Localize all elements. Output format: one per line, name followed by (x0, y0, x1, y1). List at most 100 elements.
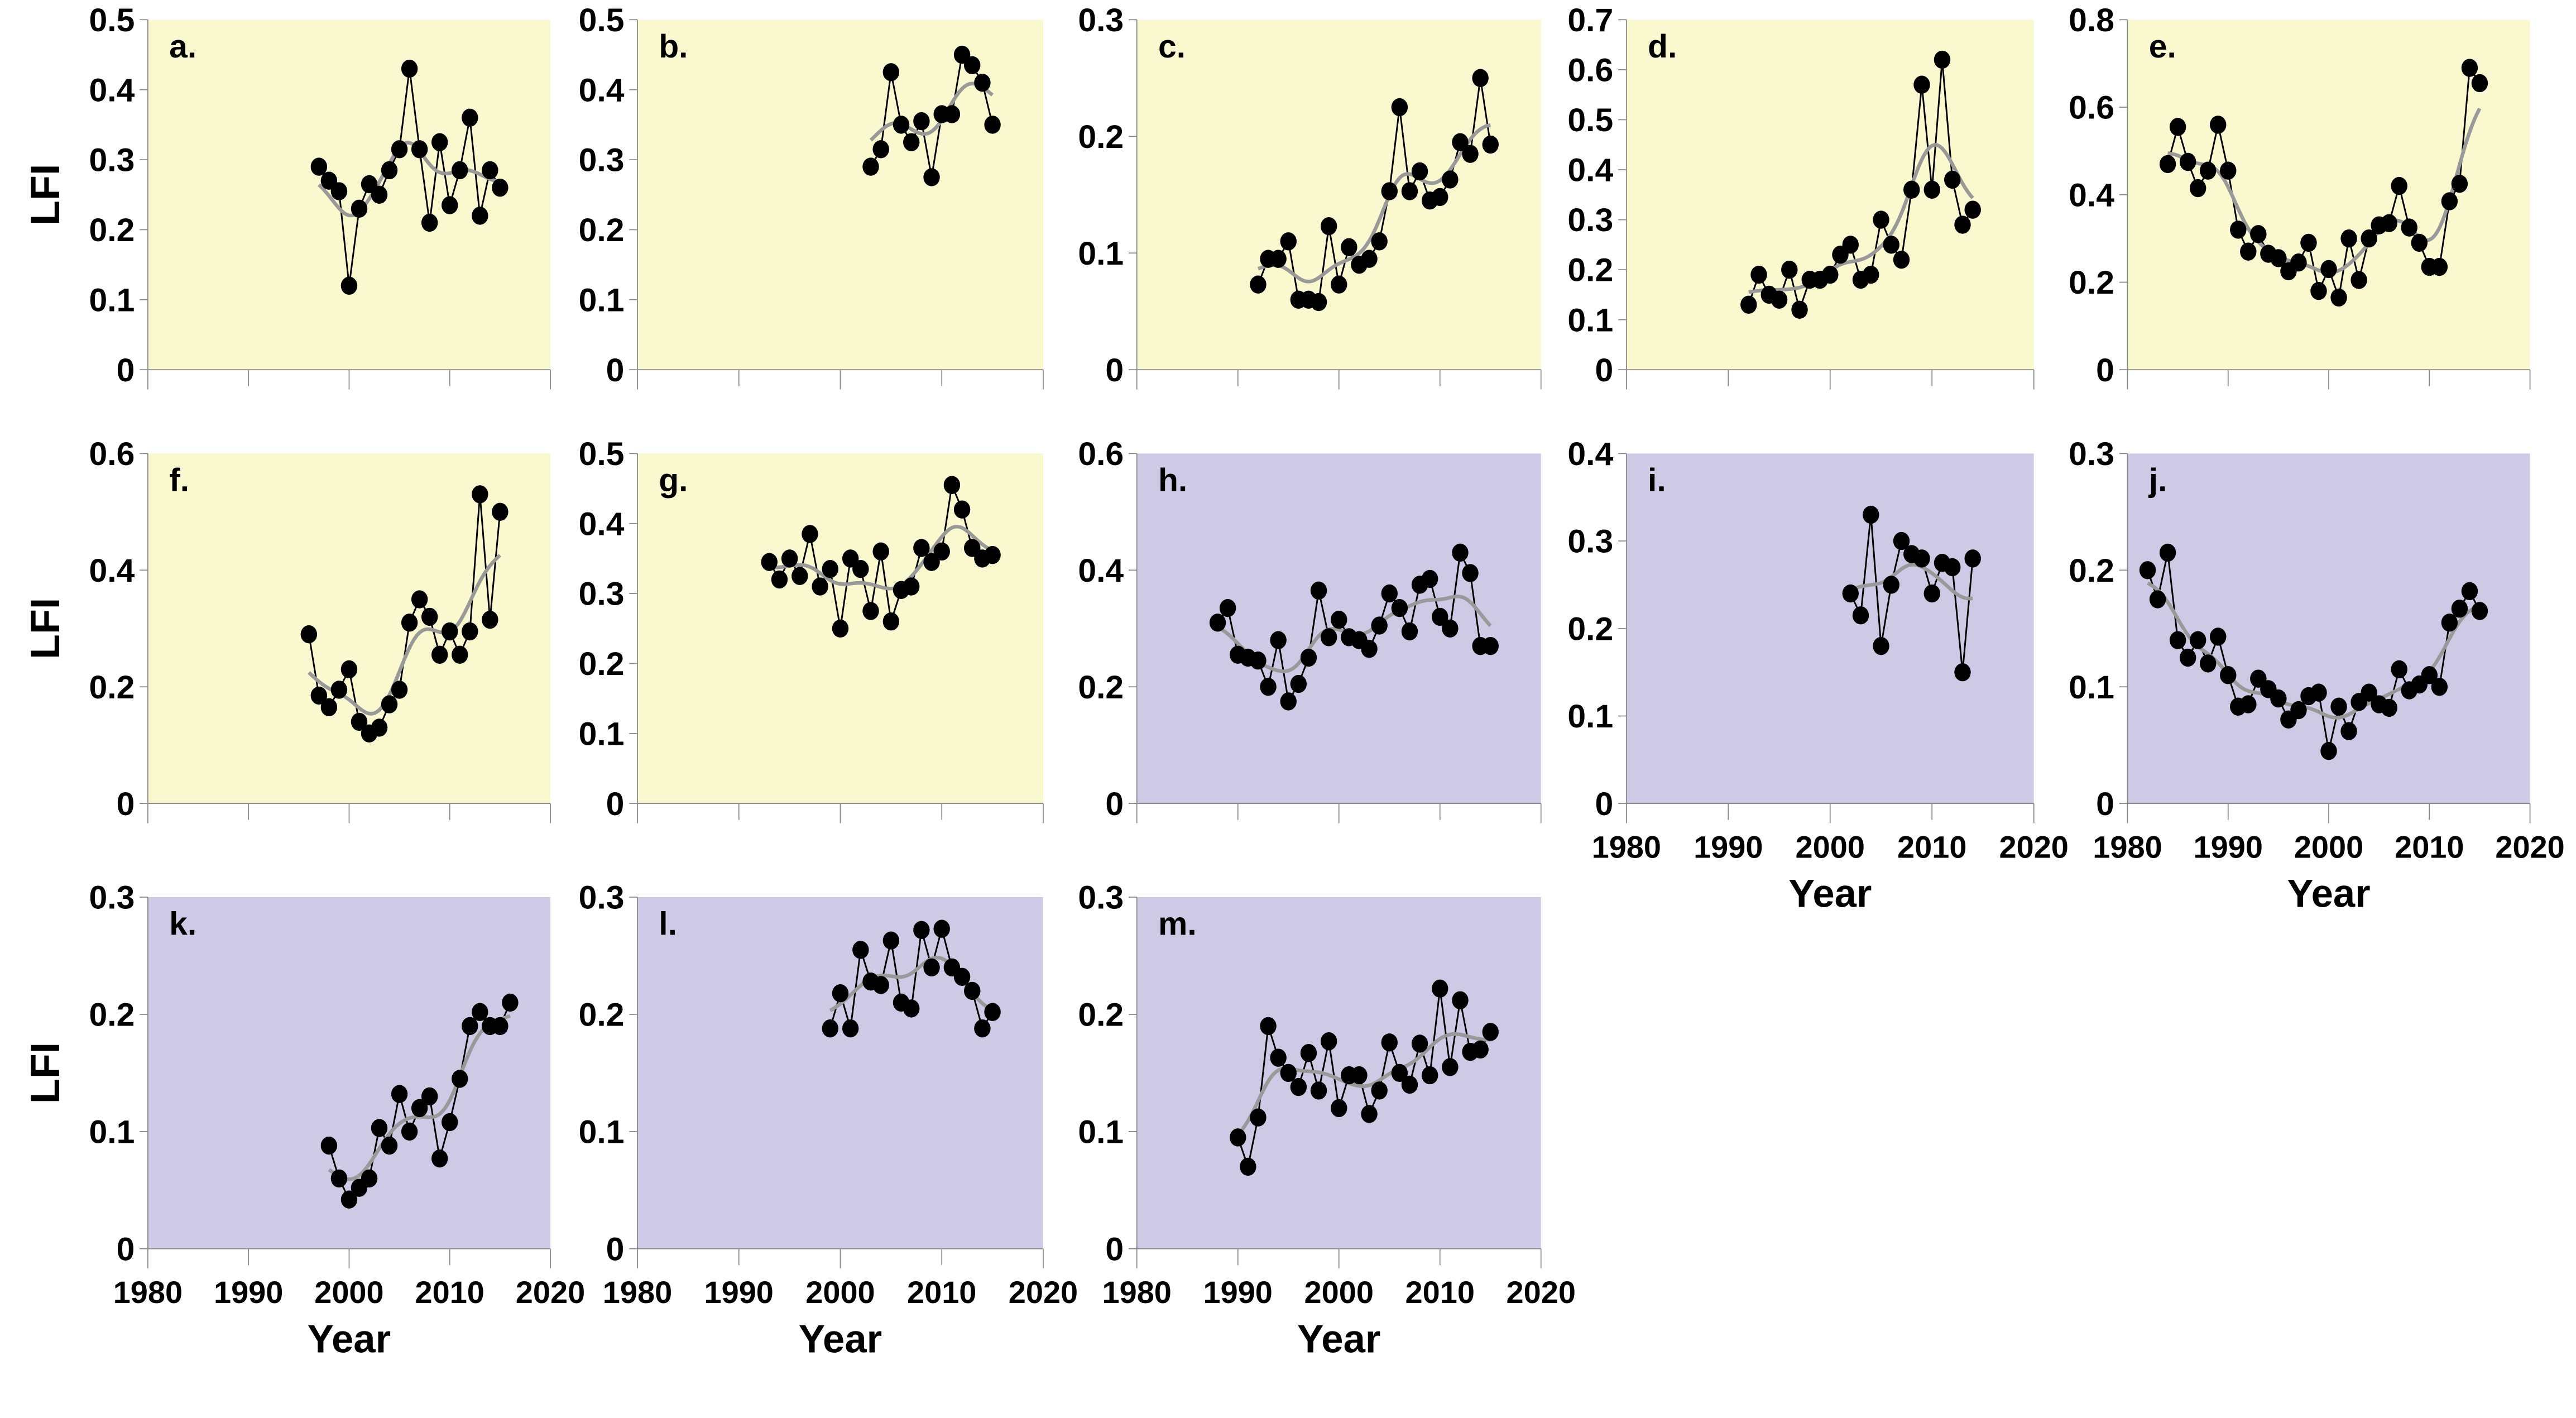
data-point (1260, 1017, 1277, 1036)
y-tick-label: 0.1 (1567, 698, 1613, 735)
y-axis-title: LFI (22, 164, 68, 226)
data-point (492, 179, 509, 197)
data-point (812, 577, 828, 596)
panel-label-h: h. (1158, 462, 1187, 499)
data-point (391, 681, 408, 699)
y-tick-label: 0.5 (579, 2, 625, 39)
y-tick-label: 0.6 (1567, 52, 1613, 88)
data-point (933, 542, 950, 561)
data-point (411, 590, 428, 609)
data-point (330, 681, 348, 699)
data-point (943, 476, 961, 494)
y-tick-label: 0 (117, 352, 135, 389)
panel-label-c: c. (1158, 28, 1186, 65)
data-point (1391, 599, 1408, 617)
data-point (2240, 695, 2257, 713)
data-point (1371, 232, 1388, 251)
data-point (822, 1019, 839, 1038)
data-point (2320, 742, 2337, 760)
data-point (452, 161, 468, 180)
data-point (964, 56, 981, 75)
data-point (2210, 627, 2227, 646)
data-point (1923, 180, 1940, 199)
y-tick-label: 0.4 (579, 506, 625, 542)
x-axis-title: Year (1297, 1316, 1380, 1360)
y-tick-label: 0.1 (1567, 302, 1613, 338)
y-tick-label: 0.4 (1567, 436, 1613, 472)
data-point (1442, 1058, 1459, 1076)
data-point (1873, 210, 1889, 229)
panel-label-e: e. (2149, 28, 2176, 65)
data-point (2441, 192, 2458, 210)
data-point (1462, 564, 1479, 582)
data-point (1391, 1064, 1408, 1082)
x-tick-label: 2000 (805, 1275, 875, 1310)
y-tick-label: 0.3 (89, 880, 135, 916)
data-point (984, 116, 1001, 134)
y-tick-label: 0.1 (1078, 236, 1124, 272)
data-point (1361, 640, 1378, 658)
data-point (351, 199, 368, 218)
data-point (2300, 233, 2317, 252)
data-point (1240, 1157, 1256, 1176)
data-point (2310, 683, 2327, 702)
y-tick-label: 0.1 (89, 1114, 135, 1151)
data-point (852, 560, 869, 578)
x-tick-label: 2020 (1999, 829, 2069, 864)
data-point (1320, 217, 1337, 236)
data-point (2240, 242, 2257, 261)
panel-label-d: d. (1648, 28, 1677, 65)
data-point (431, 1149, 448, 1168)
data-point (391, 1085, 408, 1103)
data-point (1432, 979, 1448, 998)
data-point (411, 1099, 428, 1118)
data-point (2179, 152, 2196, 171)
data-point (482, 161, 498, 180)
data-point (1740, 295, 1757, 314)
data-point (933, 919, 950, 938)
panel-b-background (637, 20, 1043, 370)
data-point (391, 140, 408, 159)
data-point (442, 622, 458, 641)
data-point (923, 958, 940, 977)
data-point (2159, 155, 2176, 174)
data-point (1391, 98, 1408, 117)
y-tick-label: 0 (1595, 352, 1614, 389)
data-point (1781, 260, 1798, 279)
y-axis-title: LFI (22, 1042, 68, 1104)
y-tick-label: 0.6 (1078, 436, 1124, 472)
data-point (2451, 600, 2468, 618)
data-point (421, 213, 438, 232)
y-tick-label: 0.1 (1078, 1114, 1124, 1151)
x-tick-label: 2000 (2294, 829, 2363, 864)
data-point (1230, 1128, 1246, 1147)
y-tick-label: 0.3 (579, 142, 625, 179)
data-point (882, 612, 900, 631)
data-point (1280, 1064, 1297, 1082)
y-tick-label: 0.4 (1078, 553, 1124, 589)
y-tick-label: 0.6 (89, 436, 135, 472)
y-tick-label: 0 (1105, 786, 1124, 822)
data-point (1371, 616, 1388, 635)
data-point (2290, 701, 2307, 720)
data-point (893, 116, 910, 134)
x-tick-label: 1980 (1102, 1275, 1172, 1310)
panel-label-k: k. (169, 906, 196, 942)
data-point (472, 1003, 488, 1021)
data-point (1300, 648, 1317, 667)
data-point (872, 976, 889, 994)
x-tick-label: 2020 (1009, 1275, 1078, 1310)
data-point (502, 993, 519, 1012)
data-point (2431, 678, 2448, 696)
panel-label-f: f. (169, 462, 189, 499)
y-tick-label: 0.4 (89, 72, 135, 108)
data-point (1442, 170, 1459, 189)
y-tick-label: 0.4 (579, 72, 625, 108)
panel-f-background (147, 453, 550, 804)
data-point (2310, 281, 2327, 300)
data-point (862, 157, 879, 176)
data-point (872, 140, 889, 159)
data-point (1472, 69, 1489, 87)
data-point (1371, 1081, 1388, 1100)
data-point (1750, 265, 1767, 284)
